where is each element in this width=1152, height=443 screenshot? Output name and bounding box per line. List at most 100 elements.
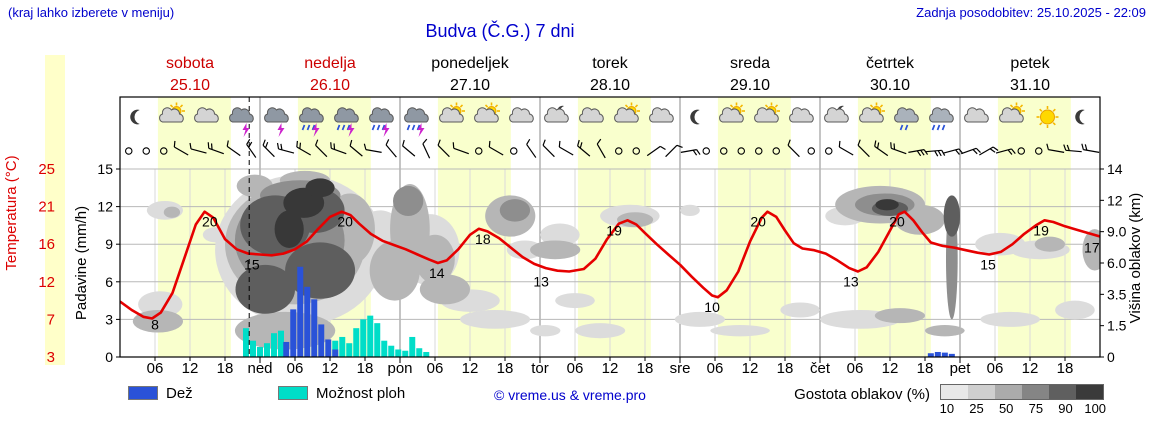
wind-barb-symbol <box>680 149 701 156</box>
weather-icon-cloud-rain-lightning <box>369 107 394 137</box>
density-tick-label: 10 <box>939 401 955 416</box>
wind-barb-symbol <box>646 145 666 157</box>
wind-barb-symbol <box>542 139 555 158</box>
wind-barb-symbol <box>349 139 363 157</box>
cloud-density-label: Gostota oblakov (%) <box>794 386 930 403</box>
temp-value-label: 19 <box>606 222 622 238</box>
wind-barb-symbol <box>173 140 189 156</box>
wind-calm-symbol <box>474 147 483 155</box>
shower-bar <box>264 343 270 357</box>
weather-icon-sun <box>1036 106 1059 128</box>
weather-icon-cloud <box>964 107 989 123</box>
rain-bar <box>332 349 339 357</box>
density-tick-label: 50 <box>998 401 1014 416</box>
shower-bar <box>243 328 249 357</box>
x-tick-label: 06 <box>987 360 1004 377</box>
precip-tick-label: 3 <box>105 311 113 327</box>
chart-layers: 8 20 15 20 14 18 13 19 10 20 13 20 15 19 17 15 12 9 6 3 0 25 2… <box>38 55 1126 377</box>
rain-legend-swatch <box>128 386 158 400</box>
weather-icon-cloud-rain-lightning <box>299 107 324 137</box>
rain-bar <box>927 353 934 357</box>
weather-icon-sun-cloud <box>754 102 780 123</box>
precip-tick-label: 0 <box>105 349 113 365</box>
page-title: Budva (Č.G.) 7 dni <box>425 21 575 41</box>
showers-legend-label: Možnost ploh <box>316 385 406 402</box>
temp-tick-label: 7 <box>47 311 55 328</box>
cloud-tick-label: 6.0 <box>1107 255 1127 271</box>
wind-calm-symbol <box>1034 147 1043 155</box>
x-tick-label: 12 <box>462 360 479 377</box>
day-date: 26.10 <box>310 77 350 94</box>
weather-icon-cloud-rain-lightning <box>404 107 429 137</box>
density-tick-label: 75 <box>1028 401 1044 416</box>
weather-icon-cloud-lightning <box>229 107 254 137</box>
last-updated: Zadnja posodobitev: 25.10.2025 - 22:09 <box>916 5 1146 20</box>
x-tick-label: 18 <box>637 360 654 377</box>
temp-value-label: 18 <box>475 231 491 247</box>
shower-bar <box>353 328 360 357</box>
x-tick-label: 18 <box>777 360 794 377</box>
cloud-axis-label: Višina oblakov (km) <box>1127 193 1144 324</box>
density-scale-cell <box>941 385 968 399</box>
weather-icon-moon-cloud <box>544 105 569 123</box>
wind-calm-symbol <box>124 147 133 155</box>
wind-barb-symbol <box>1046 143 1065 153</box>
day-date: 29.10 <box>730 77 770 94</box>
temp-value-label: 15 <box>980 256 996 272</box>
temp-value-label: 20 <box>750 214 766 230</box>
day-date: 30.10 <box>870 77 910 94</box>
wind-calm-symbol <box>754 147 763 155</box>
density-scale-cell <box>995 385 1022 399</box>
wind-barb-symbol <box>437 139 450 158</box>
wind-barb-symbol <box>402 139 416 157</box>
rain-bar <box>283 341 290 357</box>
weather-icon-moon-cloud <box>824 105 849 123</box>
wind-barb-symbol <box>577 139 591 157</box>
weather-icon-cloud <box>509 107 534 123</box>
temp-tick-label: 21 <box>38 199 55 216</box>
shower-bar <box>416 348 423 357</box>
wind-calm-symbol <box>159 147 168 155</box>
shower-bar <box>381 340 388 357</box>
precip-tick-label: 6 <box>105 274 113 290</box>
wind-calm-symbol <box>1017 147 1026 155</box>
wind-barb-symbol <box>226 140 241 157</box>
day-date: 27.10 <box>450 77 490 94</box>
wind-barb-symbol <box>385 139 397 158</box>
rain-bar <box>325 339 332 357</box>
rain-bar <box>941 352 948 357</box>
wind-barb-symbol <box>452 142 469 155</box>
credit-link[interactable]: © vreme.us & vreme.pro <box>494 387 646 403</box>
cloud-tick-label: 14 <box>1107 161 1123 177</box>
wind-barb-symbol <box>995 148 1016 155</box>
density-tick-label: 90 <box>1058 401 1073 416</box>
x-tick-label: 06 <box>427 360 444 377</box>
wind-barb-symbol <box>246 138 257 158</box>
weather-icon-cloud <box>579 107 604 123</box>
x-tick-label: 18 <box>497 360 514 377</box>
cloud-tick-label: 1.5 <box>1107 318 1127 334</box>
temp-value-label: 10 <box>704 299 720 315</box>
temp-value-label: 14 <box>429 265 445 281</box>
x-day-label: pet <box>950 360 972 377</box>
weather-icon-sun-cloud <box>859 102 885 123</box>
weather-icon-cloud <box>789 107 814 123</box>
day-name: torek <box>592 55 629 72</box>
temp-value-label: 19 <box>1033 222 1049 238</box>
x-tick-label: 18 <box>1057 360 1074 377</box>
temp-tick-label: 3 <box>47 349 55 366</box>
wind-barb-symbol <box>1063 144 1082 153</box>
wind-barb-symbol <box>262 139 275 158</box>
shower-bar <box>402 350 409 357</box>
x-tick-label: 18 <box>917 360 934 377</box>
density-scale-cell <box>1076 385 1103 399</box>
precip-tick-label: 15 <box>97 161 113 177</box>
shower-bar <box>339 336 346 357</box>
shower-bar <box>423 351 430 357</box>
rain-bar <box>948 353 955 357</box>
shower-bar <box>332 340 339 357</box>
x-tick-label: 06 <box>707 360 724 377</box>
wind-barb-symbol <box>596 138 606 159</box>
temp-tick-label: 16 <box>38 236 55 253</box>
x-tick-label: 06 <box>567 360 584 377</box>
